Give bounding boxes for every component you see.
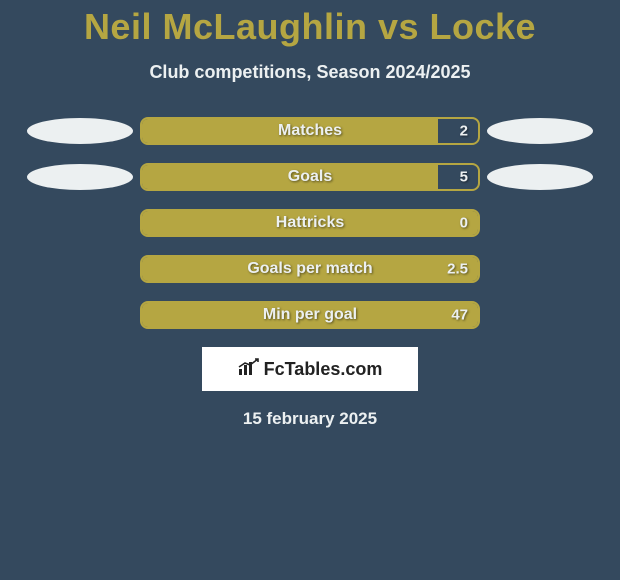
page-title: Neil McLaughlin vs Locke	[0, 0, 620, 48]
stat-label: Goals	[288, 168, 332, 186]
stat-row: Matches 2	[0, 117, 620, 145]
subtitle: Club competitions, Season 2024/2025	[0, 62, 620, 83]
stat-label: Matches	[278, 122, 342, 140]
right-side	[480, 164, 600, 190]
stat-label: Goals per match	[247, 260, 372, 278]
stat-row: Goals 5	[0, 163, 620, 191]
stat-rows: Matches 2 Goals 5 Hattricks 0 Goals per match 2…	[0, 117, 620, 329]
player-ellipse-right	[487, 118, 593, 144]
left-side	[20, 164, 140, 190]
stat-row: Hattricks 0	[0, 209, 620, 237]
stat-bar: Goals per match 2.5	[140, 255, 480, 283]
left-side	[20, 118, 140, 144]
player-ellipse-right	[487, 164, 593, 190]
player-ellipse-left	[27, 164, 133, 190]
logo-box: FcTables.com	[202, 347, 418, 391]
stat-bar: Min per goal 47	[140, 301, 480, 329]
logo-text: FcTables.com	[264, 359, 383, 380]
right-side	[480, 118, 600, 144]
chart-icon	[238, 358, 260, 381]
player-ellipse-left	[27, 118, 133, 144]
stat-value: 2.5	[447, 261, 468, 278]
stat-label: Min per goal	[263, 306, 357, 324]
logo: FcTables.com	[238, 358, 383, 381]
bar-empty	[438, 119, 478, 143]
stat-value: 0	[460, 215, 468, 232]
stat-bar: Hattricks 0	[140, 209, 480, 237]
stat-bar: Goals 5	[140, 163, 480, 191]
stat-value: 5	[460, 169, 468, 186]
stat-value: 47	[451, 307, 468, 324]
stat-bar: Matches 2	[140, 117, 480, 145]
date-text: 15 february 2025	[0, 409, 620, 429]
stat-row: Min per goal 47	[0, 301, 620, 329]
stat-value: 2	[460, 123, 468, 140]
stat-label: Hattricks	[276, 214, 344, 232]
bar-empty	[438, 165, 478, 189]
stat-row: Goals per match 2.5	[0, 255, 620, 283]
